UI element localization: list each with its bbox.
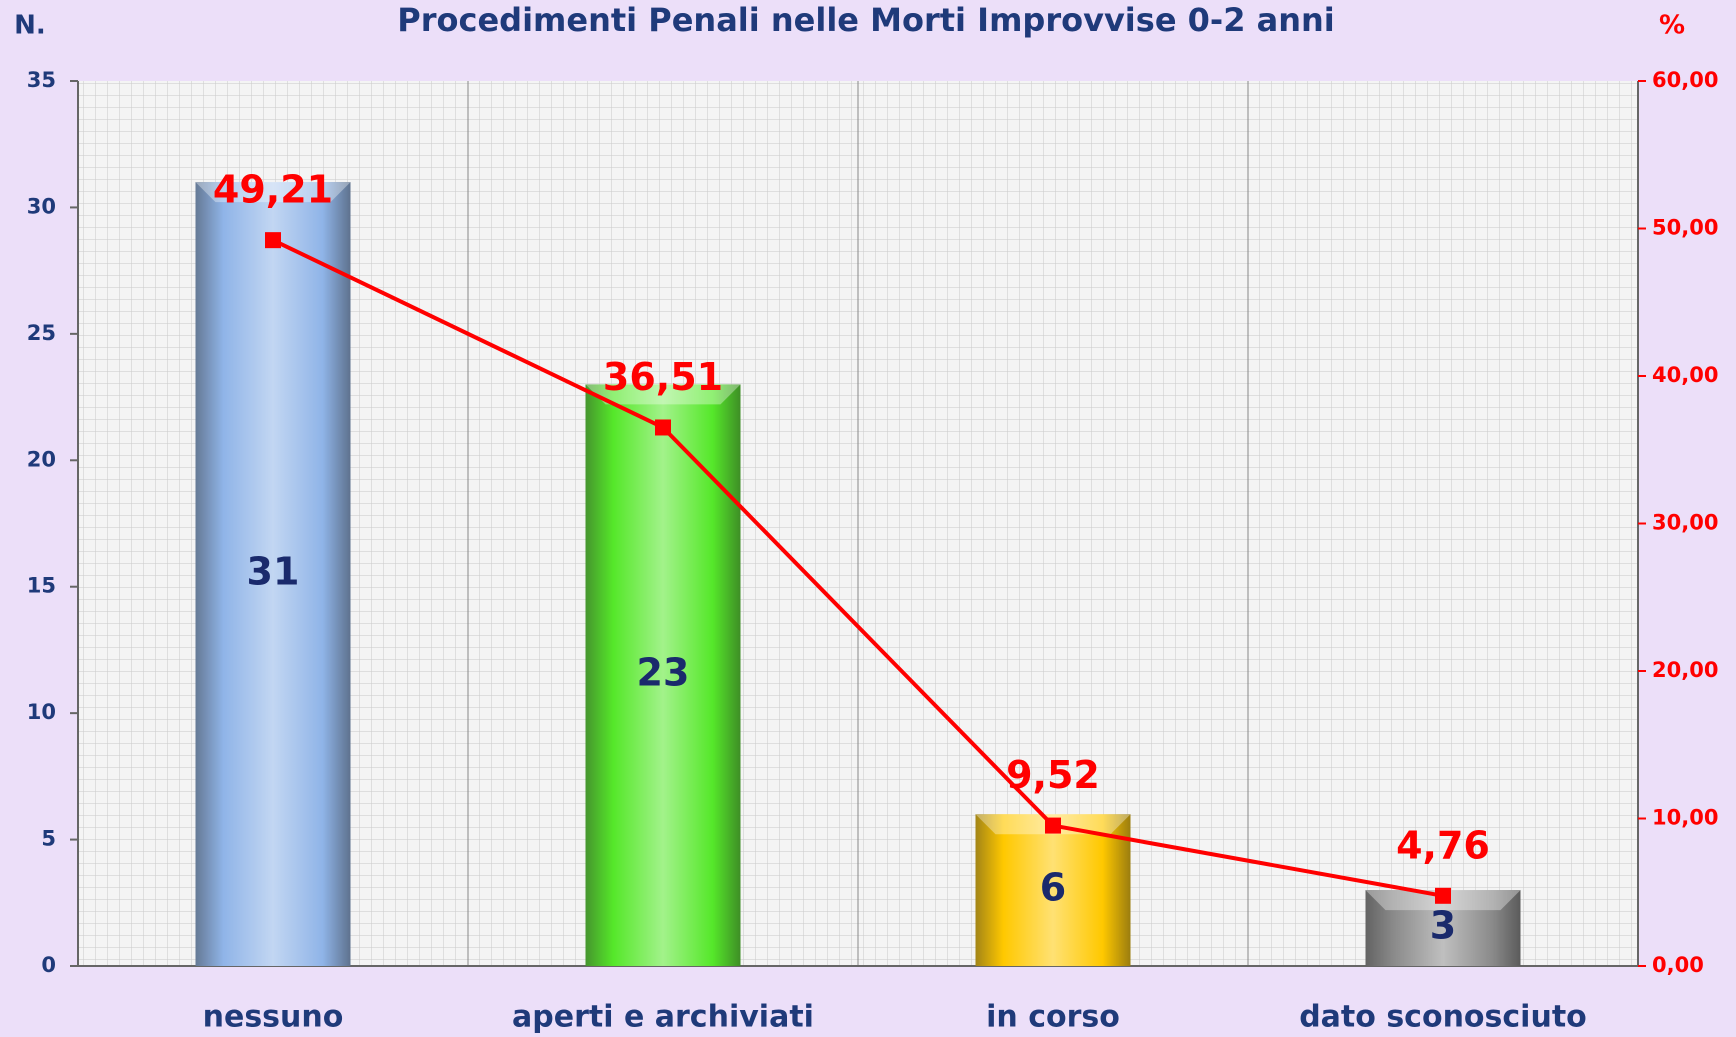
bar-value-label: 23 — [637, 651, 690, 695]
y2-tick-label: 0,00 — [1652, 953, 1704, 977]
line — [272, 238, 1444, 898]
line-marker — [1045, 817, 1061, 834]
y2-tick-label: 20,00 — [1652, 658, 1718, 682]
y2-tick-label: 10,00 — [1652, 806, 1718, 830]
y-tick-label: 15 — [27, 574, 56, 598]
line-marker — [655, 419, 671, 436]
y-tick-label: 0 — [41, 953, 56, 977]
y-tick-label: 10 — [27, 700, 56, 724]
y-tick-label: 25 — [27, 321, 56, 345]
bar-value-label: 6 — [1040, 866, 1066, 910]
x-tick-label: in corso — [986, 1000, 1120, 1035]
y2-tick-label: 60,00 — [1652, 68, 1718, 92]
line-value-label: 49,21 — [213, 168, 333, 212]
y2-tick-label: 40,00 — [1652, 363, 1718, 387]
bar-tint — [975, 814, 1131, 966]
bar-value-label: 3 — [1430, 904, 1456, 948]
x-tick-label: aperti e archiviati — [512, 1000, 814, 1035]
y-axis-label: N. — [14, 11, 46, 41]
line-marker — [1435, 887, 1451, 904]
line-value-label: 36,51 — [603, 355, 723, 399]
line-value-label: 9,52 — [1006, 753, 1100, 797]
x-tick-label: dato sconosciuto — [1299, 1000, 1587, 1035]
y-tick-label: 5 — [41, 827, 56, 851]
y2-tick-label: 30,00 — [1652, 511, 1718, 535]
line-marker — [265, 232, 281, 249]
line-value-label: 4,76 — [1396, 823, 1490, 867]
bar-value-label: 31 — [247, 550, 300, 594]
bar-bevel — [195, 182, 351, 203]
bar-bevel — [585, 384, 741, 405]
chart-title: Procedimenti Penali nelle Morti Improvvi… — [397, 1, 1334, 39]
y-tick-label: 20 — [27, 447, 56, 471]
y-tick-label: 30 — [27, 194, 56, 218]
y-tick-label: 35 — [27, 68, 56, 92]
x-tick-label: nessuno — [203, 1000, 344, 1035]
y2-axis-label: % — [1659, 11, 1685, 41]
bar-tint — [195, 182, 351, 967]
y2-tick-label: 50,00 — [1652, 216, 1718, 240]
